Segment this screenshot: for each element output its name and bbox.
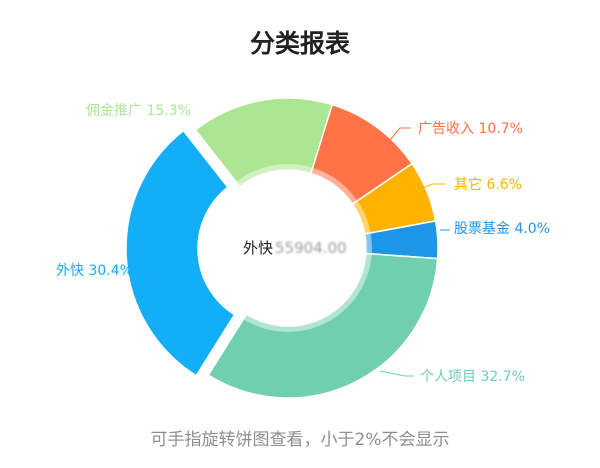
slice-label-5: 广告收入 10.7% [418,121,523,137]
slice-2[interactable] [207,252,439,399]
center-label: 外快 [243,239,273,257]
leader-lines [379,127,450,377]
slice-label-4: 佣金推广 15.3% [86,103,191,119]
leader-line-5 [385,127,411,146]
slice-label-1: 股票基金 4.0% [454,220,550,237]
leader-line-2 [379,370,414,377]
center-value: 55904.00 [275,239,347,257]
rotate-hint-text: 可手指旋转饼图查看，小于2%不会显示 [151,430,450,450]
slice-labels: 股票基金 4.0% 个人项目 32.7% 外快 30.4% 佣金推广 15.3% 广告收… [56,103,550,385]
slice-3[interactable] [125,129,236,377]
chart-title: 分类报表 [250,29,351,58]
center-hole [218,178,358,318]
slice-label-3: 外快 30.4% [56,263,133,279]
leader-line-6 [420,183,446,190]
slice-6[interactable] [351,162,437,235]
slice-label-2: 个人项目 32.7% [420,369,525,385]
slice-label-6: 其它 6.6% [454,176,522,193]
slices-layer[interactable] [125,97,439,399]
